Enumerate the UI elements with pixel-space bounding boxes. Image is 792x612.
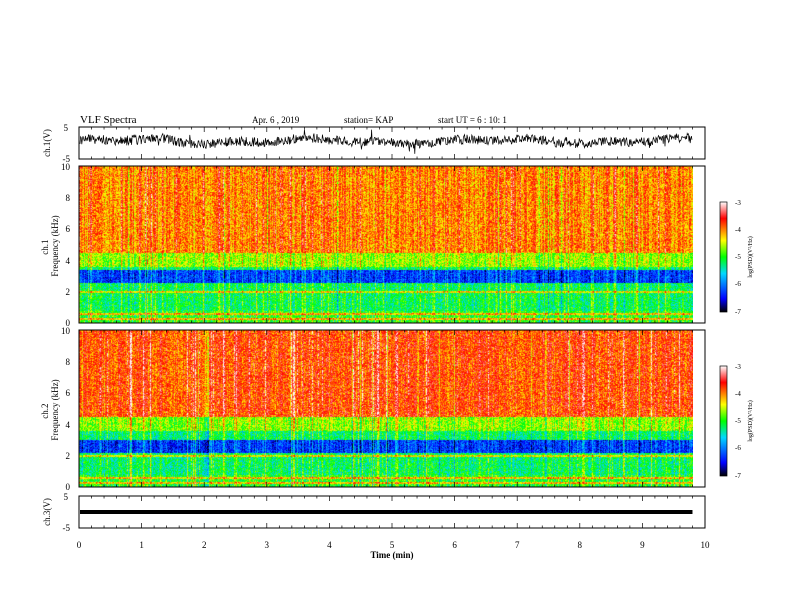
ch1-spectrogram-ylabel: ch.1 Frequency (kHz) bbox=[40, 215, 60, 276]
ch1-freq-tick-2: 2 bbox=[66, 287, 71, 297]
time-tick-label: 9 bbox=[640, 540, 645, 550]
ch1-cbar-tick-m5: -5 bbox=[735, 253, 741, 261]
ch1-spectrogram-ylabel-channel: ch.1 bbox=[40, 240, 50, 255]
ch1-spectrogram-ticks bbox=[78, 166, 706, 323]
time-tick-label: 8 bbox=[578, 540, 583, 550]
ch1-freq-tick-10: 10 bbox=[61, 162, 71, 172]
time-axis-label: Time (min) bbox=[370, 550, 413, 560]
figure-title: VLF Spectra bbox=[80, 114, 137, 126]
time-tick-label: 0 bbox=[77, 540, 82, 550]
figure-start-time: start UT = 6 : 10: 1 bbox=[438, 115, 507, 125]
ch1-spectrogram-ylabel-unit: Frequency (kHz) bbox=[50, 215, 60, 276]
ch1-spectrogram-panel: 10 8 6 4 2 0 ch.1 Frequency (kHz) bbox=[40, 162, 706, 328]
ch2-freq-tick-6: 6 bbox=[66, 388, 71, 398]
ch3-waveform-ticks bbox=[78, 496, 706, 528]
time-tick-label: 7 bbox=[515, 540, 520, 550]
ch2-freq-tick-2: 2 bbox=[66, 451, 71, 461]
figure-date: Apr. 6 , 2019 bbox=[252, 115, 300, 125]
time-axis: 0 1 2 3 4 5 6 7 8 9 10 bbox=[77, 540, 710, 550]
ch2-spectrogram-ylabel: ch.2 Frequency (kHz) bbox=[40, 379, 60, 440]
ch2-colorbar-scale bbox=[719, 365, 728, 477]
ch1-cbar-tick-m4: -4 bbox=[735, 226, 741, 234]
ch2-cbar-tick-m6: -6 bbox=[735, 444, 741, 452]
ch1-waveform-trace bbox=[79, 129, 693, 154]
ch2-spectrogram-ylabel-unit: Frequency (kHz) bbox=[50, 379, 60, 440]
ch3-waveform-panel: 5 -5 ch.3(V) bbox=[42, 492, 706, 533]
ch2-freq-tick-0: 0 bbox=[66, 482, 71, 492]
ch2-cbar-tick-m7: -7 bbox=[735, 472, 741, 480]
ch2-freq-tick-4: 4 bbox=[66, 420, 71, 430]
time-tick-label: 6 bbox=[452, 540, 457, 550]
time-tick-label: 2 bbox=[202, 540, 207, 550]
ch1-cbar-tick-m7: -7 bbox=[735, 308, 741, 316]
ch1-colorbar: -3 -4 -5 -6 -7 log(PSD)(V²/Hz) bbox=[719, 199, 754, 316]
ch2-colorbar-label: log(PSD)(V²/Hz) bbox=[747, 400, 754, 441]
ch1-colorbar-label: log(PSD)(V²/Hz) bbox=[747, 236, 754, 277]
ch2-freq-tick-10: 10 bbox=[61, 326, 71, 336]
ch1-ytick-bottom: -5 bbox=[63, 154, 71, 164]
ch1-waveform-panel: 5 -5 ch.1(V) bbox=[42, 123, 706, 164]
ch1-ytick-top: 5 bbox=[64, 123, 69, 133]
ch2-cbar-tick-m4: -4 bbox=[735, 390, 741, 398]
ch2-colorbar: -3 -4 -5 -6 -7 log(PSD)(V²/Hz) bbox=[719, 363, 754, 480]
ch2-cbar-tick-m5: -5 bbox=[735, 417, 741, 425]
ch2-spectrogram-ticks bbox=[78, 330, 706, 487]
ch1-waveform-ylabel: ch.1(V) bbox=[42, 129, 52, 157]
ch2-cbar-tick-m3: -3 bbox=[735, 363, 741, 371]
figure-station: station= KAP bbox=[344, 115, 393, 125]
ch1-freq-tick-6: 6 bbox=[66, 224, 71, 234]
ch1-freq-tick-4: 4 bbox=[66, 256, 71, 266]
ch1-cbar-tick-m6: -6 bbox=[735, 280, 741, 288]
ch2-freq-tick-8: 8 bbox=[66, 357, 71, 367]
ch1-cbar-tick-m3: -3 bbox=[735, 199, 741, 207]
time-tick-label: 10 bbox=[701, 540, 711, 550]
time-tick-label: 4 bbox=[327, 540, 332, 550]
time-tick-label: 1 bbox=[139, 540, 144, 550]
ch1-freq-tick-8: 8 bbox=[66, 193, 71, 203]
ch2-spectrogram-panel: 10 8 6 4 2 0 ch.2 Frequency (kHz) bbox=[40, 326, 706, 492]
ch1-waveform-ticks bbox=[78, 127, 706, 159]
ch1-colorbar-scale bbox=[719, 201, 728, 313]
ch2-spectrogram-ylabel-channel: ch.2 bbox=[40, 404, 50, 419]
ch1-freq-tick-0: 0 bbox=[66, 318, 71, 328]
ch3-ytick-top: 5 bbox=[64, 492, 69, 502]
ch3-ytick-bottom: -5 bbox=[63, 523, 71, 533]
ch2-spectrogram-heatmap bbox=[79, 330, 693, 487]
ch3-waveform-ylabel: ch.3(V) bbox=[42, 498, 52, 526]
time-tick-label: 5 bbox=[390, 540, 395, 550]
time-tick-label: 3 bbox=[265, 540, 270, 550]
ch1-spectrogram-heatmap bbox=[79, 166, 693, 323]
